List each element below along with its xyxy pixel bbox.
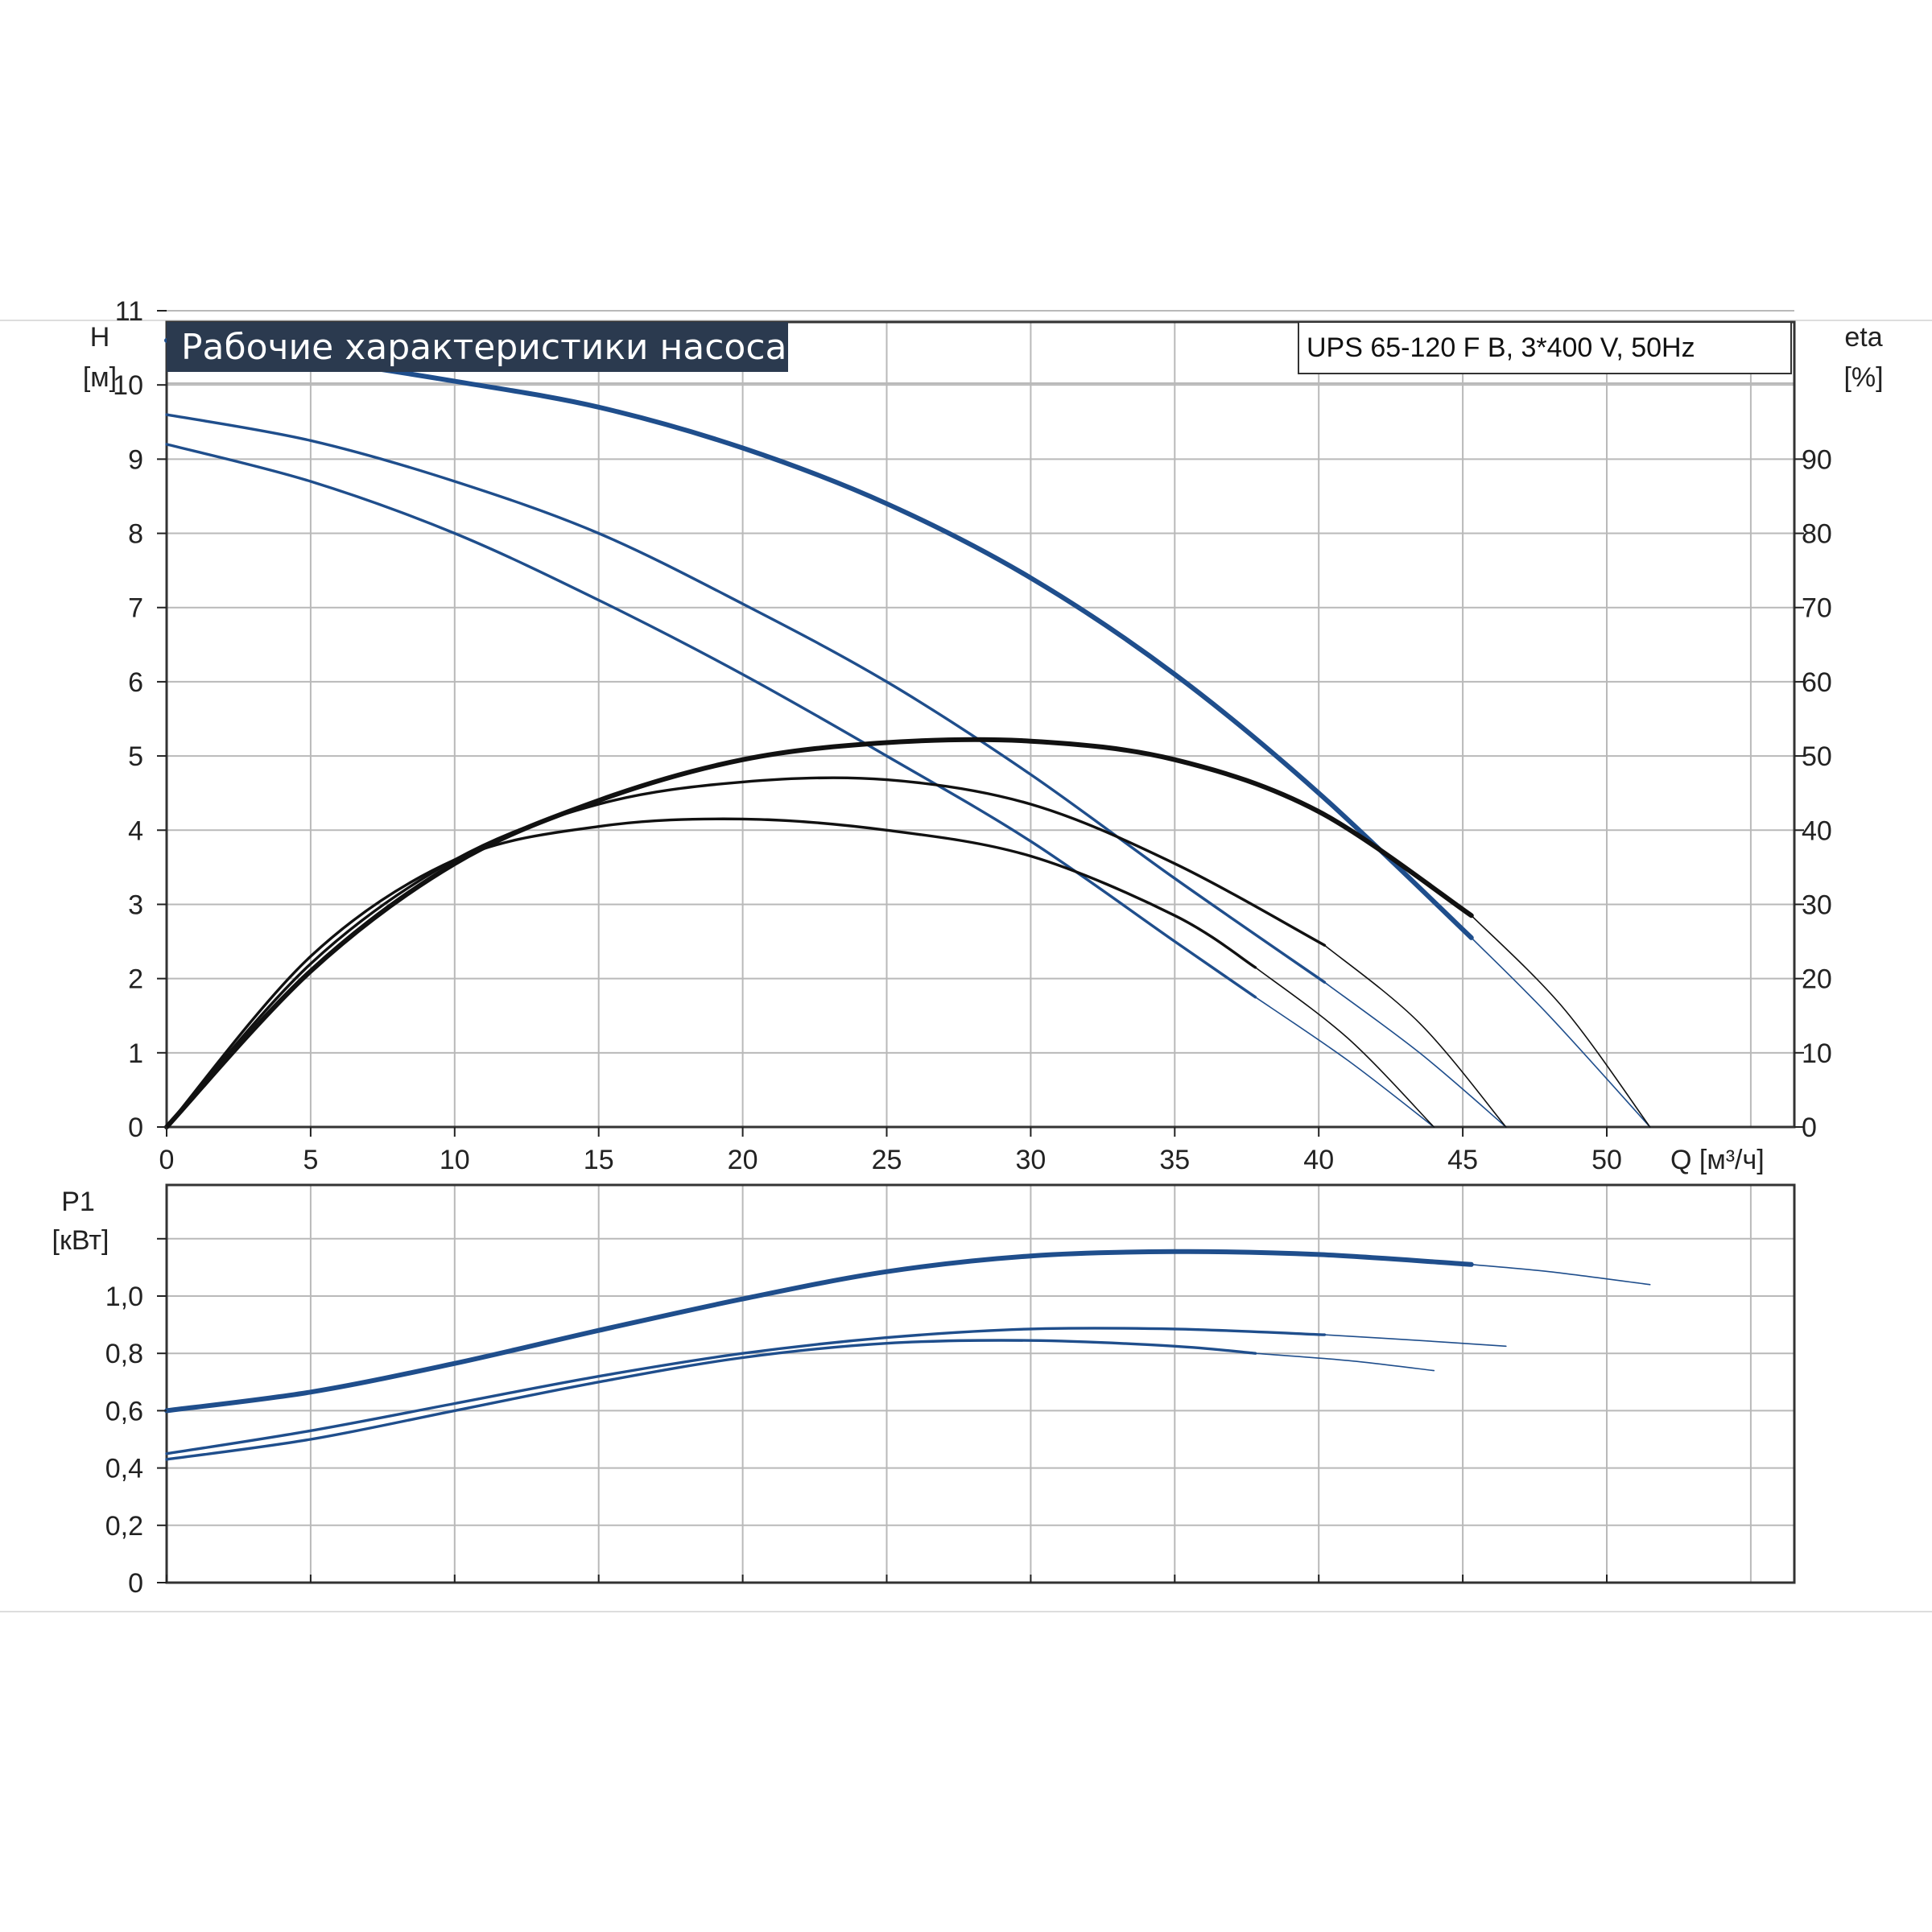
- y-tick-label: 0,8: [105, 1339, 143, 1369]
- y-tick-label: 4: [128, 815, 143, 846]
- eta-tick-label: 80: [1802, 519, 1832, 550]
- x-tick-label: 35: [1159, 1145, 1190, 1175]
- power-axis-ticks: 0 0,2 0,4 0,6 0,8 1,0: [105, 1237, 1608, 1599]
- head-curve-4: [165, 443, 1257, 999]
- efficiency-curve-extension-7: [1471, 914, 1651, 1128]
- model-label: UPS 65-120 F B, 3*400 V, 50Hz: [1307, 332, 1695, 363]
- head-curve-extension-1: [1471, 937, 1651, 1128]
- head-curve-extension-3: [1323, 981, 1507, 1128]
- efficiency-curve-10: [165, 817, 1257, 1129]
- x-tick-label: 5: [303, 1145, 318, 1175]
- efficiency-axis-name: eta: [1844, 322, 1882, 353]
- flow-axis-label: Q [м³/ч]: [1670, 1145, 1765, 1175]
- efficiency-axis-unit: [%]: [1843, 362, 1883, 393]
- efficiency-curve-6: [164, 737, 1474, 1129]
- x-tick-label: 45: [1447, 1145, 1478, 1175]
- efficiency-curve-extension-11: [1254, 967, 1435, 1128]
- eta-tick-label: 60: [1802, 667, 1832, 698]
- eta-tick-label: 50: [1802, 741, 1832, 772]
- chart-title: Рабочие характеристики насоса: [181, 327, 786, 368]
- x-tick-label: 20: [728, 1145, 758, 1175]
- y-tick-label: 10: [113, 370, 143, 401]
- y-tick-label: 0: [128, 1568, 143, 1599]
- x-tick-label: 10: [440, 1145, 470, 1175]
- x-tick-label: 30: [1015, 1145, 1046, 1175]
- y-tick-label: 6: [128, 667, 143, 698]
- head-axis-unit: [м]: [83, 362, 117, 393]
- power-axis-unit: [кВт]: [52, 1225, 109, 1256]
- y-tick-label: 1: [128, 1038, 143, 1069]
- power-panel: 0 0,2 0,4 0,6 0,8 1,0 P1 [кВт]: [52, 1183, 1796, 1599]
- head-efficiency-panel: 0 5 10 15 20 25 30 35 40 45 5001234567891011010203…: [83, 296, 1884, 1175]
- x-tick-label: 0: [159, 1145, 175, 1175]
- head-axis-ticks: 0 5 10 15 20 25 30 35 40 45 5001234567891011010203…: [113, 296, 1832, 1175]
- y-tick-label: 7: [128, 593, 143, 624]
- eta-tick-label: 0: [1802, 1113, 1817, 1143]
- power-curve-extension-1: [1471, 1264, 1651, 1286]
- x-tick-label: 50: [1591, 1145, 1622, 1175]
- eta-tick-label: 20: [1802, 964, 1832, 995]
- y-tick-label: 0,6: [105, 1396, 143, 1426]
- x-tick-label: 25: [872, 1145, 902, 1175]
- eta-tick-label: 90: [1802, 444, 1832, 475]
- y-tick-label: 5: [128, 741, 143, 772]
- x-tick-label: 15: [584, 1145, 614, 1175]
- y-tick-label: 9: [128, 444, 143, 475]
- head-axis-name: H: [90, 322, 110, 353]
- eta-tick-label: 40: [1802, 815, 1832, 846]
- efficiency-curve-8: [165, 776, 1327, 1129]
- y-tick-label: 11: [115, 296, 143, 327]
- power-curve-2: [165, 1327, 1327, 1455]
- power-plot-frame: [165, 1183, 1796, 1584]
- eta-tick-label: 30: [1802, 890, 1832, 920]
- y-tick-label: 1,0: [105, 1282, 143, 1312]
- y-tick-label: 8: [128, 519, 143, 550]
- power-curve-extension-5: [1254, 1352, 1435, 1372]
- eta-tick-label: 10: [1802, 1038, 1832, 1069]
- efficiency-curve-extension-9: [1323, 944, 1507, 1128]
- y-tick-label: 0,4: [105, 1454, 143, 1484]
- head-curve-2: [165, 413, 1327, 984]
- power-curve-4: [165, 1339, 1257, 1461]
- chart-title-box: [167, 322, 788, 372]
- head-plot-frame: [165, 320, 1796, 1129]
- head-grid: [167, 310, 1794, 1127]
- model-label-box: [1298, 321, 1792, 374]
- y-tick-label: 0,2: [105, 1511, 143, 1542]
- power-curve-extension-3: [1323, 1334, 1507, 1348]
- y-tick-label: 0: [128, 1113, 143, 1143]
- x-tick-label: 40: [1303, 1145, 1334, 1175]
- eta-tick-label: 70: [1802, 593, 1832, 624]
- head-curve-extension-5: [1254, 996, 1435, 1128]
- power-axis-name: P1: [61, 1187, 95, 1217]
- power-curves: [164, 1249, 1651, 1461]
- power-curve-0: [164, 1249, 1474, 1414]
- y-tick-label: 3: [128, 890, 143, 920]
- y-tick-label: 2: [128, 964, 143, 995]
